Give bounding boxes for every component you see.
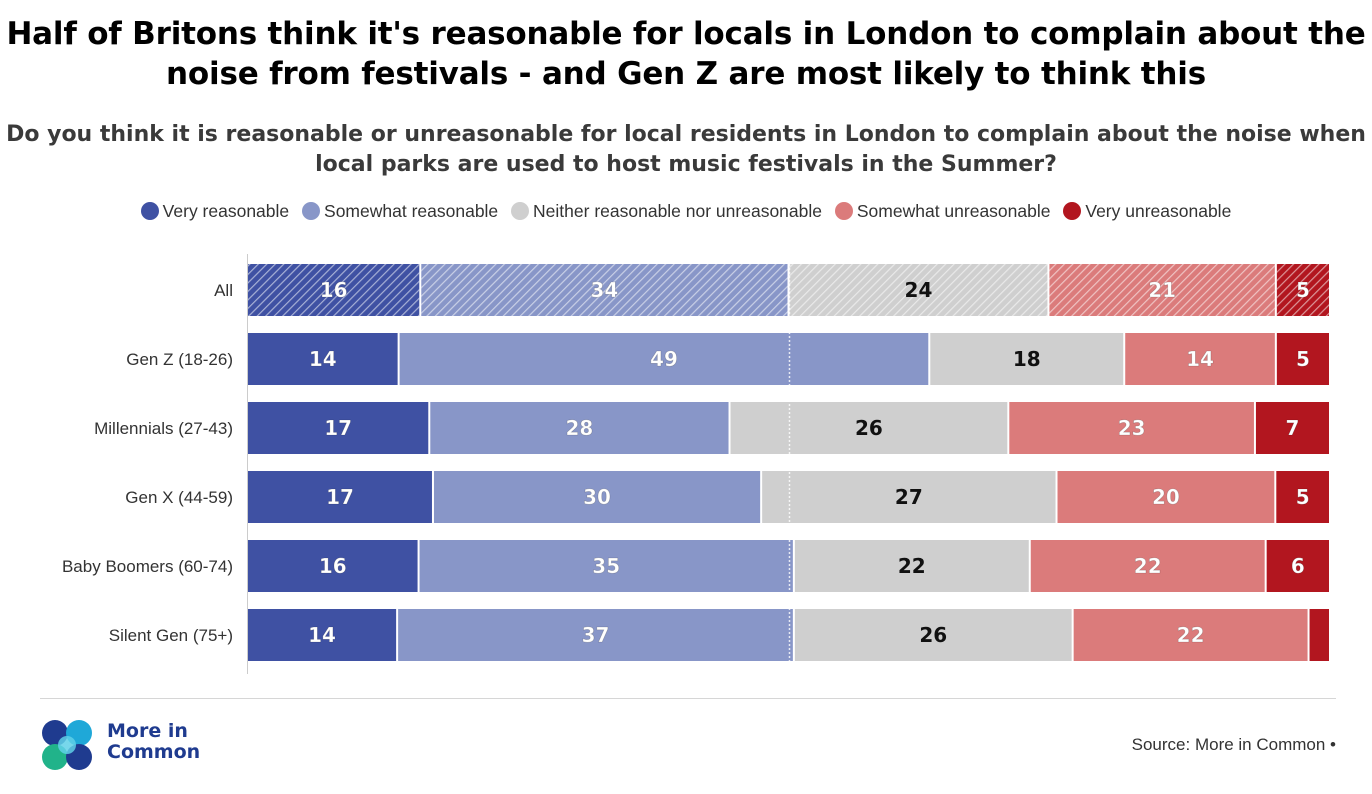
data-label: 7 [1286, 416, 1300, 440]
bar-segment [248, 540, 418, 592]
legend-swatch [511, 202, 530, 220]
bar-segment-hatch [248, 264, 420, 316]
bar-segment [430, 402, 729, 454]
data-label: 5 [1296, 485, 1310, 509]
data-label: 26 [919, 623, 947, 647]
data-label: 17 [324, 416, 352, 440]
bar-segment-hatch [789, 264, 1048, 316]
bar-segment [1073, 609, 1308, 661]
data-label: 37 [582, 623, 610, 647]
legend-label: Very reasonable [162, 201, 290, 221]
bar-segment [1125, 333, 1275, 385]
bar-segment [399, 333, 929, 385]
data-label: 22 [898, 554, 926, 578]
data-label: 20 [1152, 485, 1180, 509]
source-note: Source: More in Common • [1131, 735, 1336, 754]
data-label: 35 [592, 554, 620, 578]
legend-item-somewhat-reasonable: Somewhat reasonable [302, 201, 498, 222]
data-label: 23 [1118, 416, 1146, 440]
data-label: 26 [855, 416, 883, 440]
data-label: 5 [1296, 278, 1310, 302]
legend-label: Somewhat reasonable [324, 201, 499, 221]
category-label: Baby Boomers (60-74) [62, 557, 233, 576]
bar-segment [1276, 471, 1329, 523]
logo-line-1: More in [107, 720, 188, 742]
bar-segment [248, 471, 432, 523]
bar-segment-hatch [1049, 264, 1275, 316]
data-label: 14 [308, 623, 336, 647]
bar-segment-hatch [421, 264, 788, 316]
bar-segment [248, 609, 397, 661]
legend-swatch [834, 202, 853, 220]
logo-line-2: Common [107, 741, 201, 763]
category-label: Millennials (27-43) [94, 419, 233, 438]
legend-item-very-reasonable: Very reasonable [140, 201, 290, 222]
data-label: 27 [895, 485, 923, 509]
bar-segment [1009, 402, 1254, 454]
legend-swatch [140, 202, 159, 220]
category-label: Silent Gen (75+) [109, 626, 233, 645]
bar-segment [930, 333, 1124, 385]
legend-label: Neither reasonable nor unreasonable [533, 201, 822, 221]
data-label: 14 [1186, 347, 1214, 371]
data-label: 5 [1296, 347, 1310, 371]
data-label: 22 [1134, 554, 1162, 578]
bar-segment [419, 540, 793, 592]
data-label: 34 [590, 278, 618, 302]
stacked-bar-chart: All 16 34 24 21 5 Gen Z (18-26) 14 49 18 14 5 Millen… [62, 254, 1329, 674]
chart-subtitle: Do you think it is reasonable or unreaso… [6, 122, 1366, 177]
bar-segment [398, 609, 793, 661]
bar-segment [248, 333, 398, 385]
data-label: 6 [1291, 554, 1305, 578]
bar-segment [248, 402, 429, 454]
category-label: Gen Z (18-26) [126, 350, 233, 369]
category-label: All [214, 281, 233, 300]
data-label: 16 [320, 278, 348, 302]
legend-label: Very unreasonable [1085, 201, 1232, 221]
bar-segment [1276, 333, 1329, 385]
legend-swatch [1063, 202, 1082, 220]
data-label: 18 [1013, 347, 1041, 371]
bar-segment [1266, 540, 1329, 592]
data-label: 22 [1177, 623, 1205, 647]
legend-item-very-unreasonable: Very unreasonable [1063, 201, 1231, 222]
bar-segment [1309, 609, 1329, 661]
data-label: 14 [309, 347, 337, 371]
bar-segment [1057, 471, 1275, 523]
data-label: 17 [326, 485, 354, 509]
data-label: 16 [319, 554, 347, 578]
legend-item-neither: Neither reasonable nor unreasonable [511, 201, 822, 222]
chart-title: Half of Britons think it's reasonable fo… [6, 16, 1366, 92]
logo-wordmark: More in Common [107, 721, 227, 763]
bar-segment [794, 609, 1072, 661]
legend-swatch [302, 202, 321, 220]
bar-segment [433, 471, 761, 523]
bar-segment [730, 402, 1008, 454]
data-label: 21 [1148, 278, 1176, 302]
data-label: 49 [650, 347, 678, 371]
data-label: 30 [583, 485, 611, 509]
more-in-common-logo-icon [42, 720, 92, 770]
bar-segment [794, 540, 1029, 592]
legend: Very reasonable Somewhat reasonable Neit… [0, 201, 1372, 222]
bar-segment-hatch [1276, 264, 1329, 316]
bar-segment [762, 471, 1056, 523]
bar-segment [1030, 540, 1265, 592]
legend-item-somewhat-unreasonable: Somewhat unreasonable [834, 201, 1051, 222]
category-label: Gen X (44-59) [125, 488, 233, 507]
data-label: 24 [905, 278, 933, 302]
data-label: 28 [565, 416, 593, 440]
footer-divider [40, 698, 1336, 699]
bar-segment [1255, 402, 1329, 454]
legend-label: Somewhat unreasonable [856, 201, 1051, 221]
